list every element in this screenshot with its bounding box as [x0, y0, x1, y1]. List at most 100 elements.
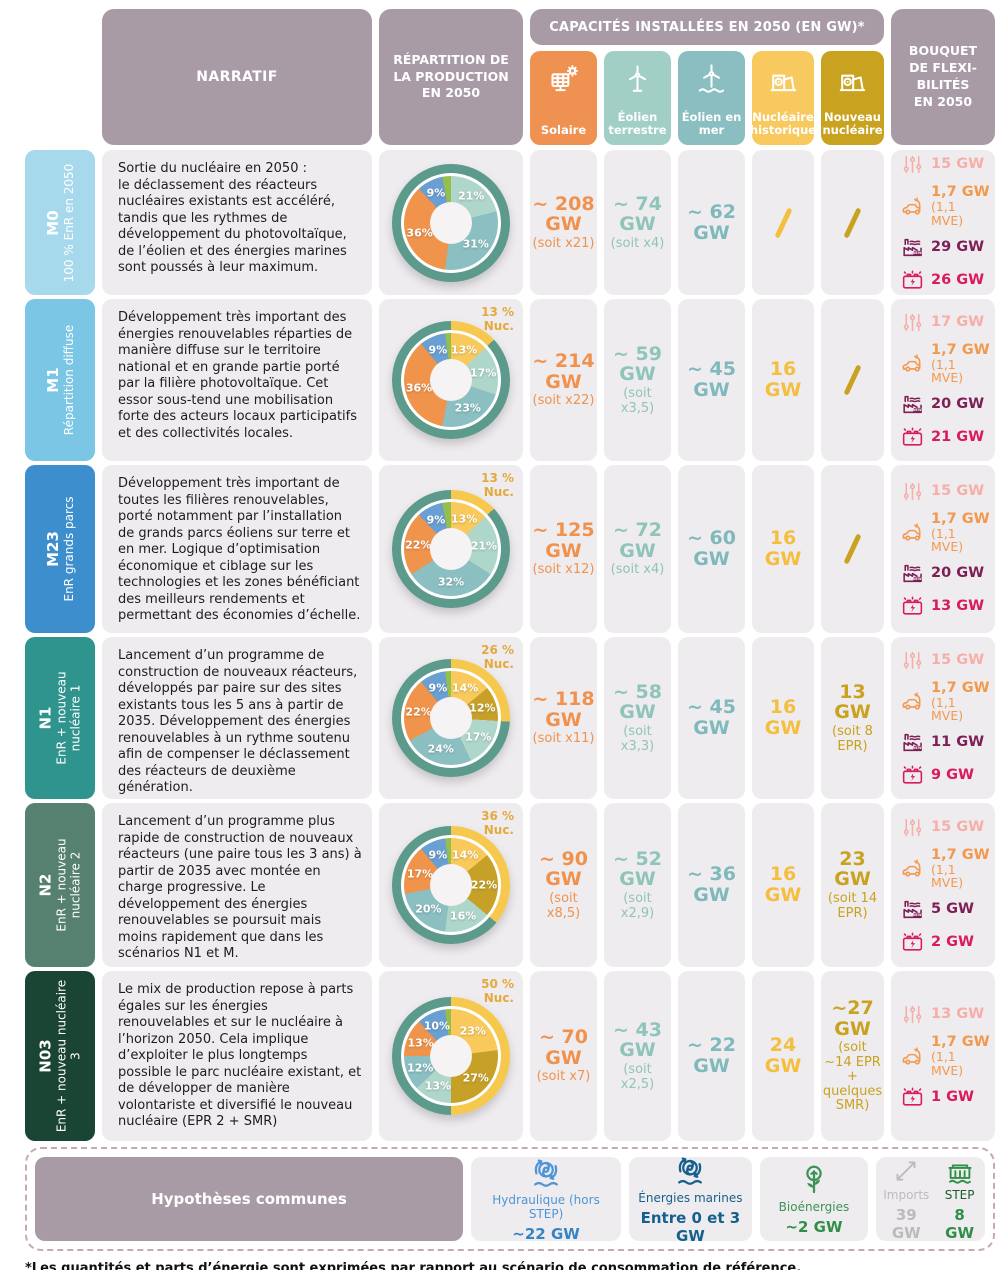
- bioenergy-plant-icon: [796, 1162, 832, 1198]
- scenario-label-M23: M23 EnR grands parcs: [25, 465, 95, 633]
- scenario-code: M0: [43, 209, 62, 236]
- donut-segment-label: 22%: [405, 538, 432, 552]
- donut-hole: [430, 1035, 472, 1077]
- electrolysis-factory-icon: NEW: [900, 730, 925, 755]
- donut-hole: [430, 201, 472, 244]
- capacity-value: 23 GW: [834, 847, 871, 891]
- capacity-cell-eolien-terrestre: ~ 43 GW (soit x2,5): [604, 971, 671, 1141]
- capacity-cell-eolien-en-mer: ~ 22 GW: [678, 971, 745, 1141]
- flexibility-cell: 15 GW 1,7 GW (1,1 MVE) NEW 20 GW 13 GW: [891, 465, 995, 633]
- capacity-cell-eolien-terrestre: ~ 72 GW (soit x4): [604, 465, 671, 633]
- donut-segment-label: 9%: [428, 848, 448, 862]
- capacity-cell-nucleaire-historique: 16 GW: [752, 803, 814, 967]
- flexibility-item: 1,7 GW (1,1 MVE): [900, 1034, 991, 1078]
- svg-text:NEW: NEW: [913, 913, 922, 917]
- hydro-turbine-icon: [528, 1155, 564, 1191]
- flexibility-value: 11 GW: [931, 734, 985, 751]
- capacity-cell-solaire: ~ 70 GW (soit x7): [530, 971, 597, 1141]
- flexibility-value: 29 GW: [931, 238, 985, 255]
- flexibility-item: 2 GW: [900, 930, 991, 955]
- flexibility-value: 20 GW: [931, 396, 985, 413]
- scenario-label-M0: M0 100 % EnR en 2050: [25, 150, 95, 295]
- flexibility-item: 1,7 GW (1,1 MVE): [900, 185, 991, 227]
- capacity-value: 16 GW: [764, 358, 802, 401]
- donut-segment-label: 16%: [449, 909, 477, 923]
- scenario-row-M23: M23 EnR grands parcs Développement très …: [25, 465, 995, 633]
- flexibility-value: 1,7 GW (1,1 MVE): [931, 1034, 990, 1078]
- flexibility-item: 1 GW: [900, 1085, 991, 1110]
- scenario-label-N2: N2 EnR + nouveau nucléaire 2: [25, 803, 95, 967]
- production-donut-cell: 13 % Nuc. 13% 21% 32% 22% 9%: [379, 465, 523, 633]
- common-card-step: STEP 8 GW: [940, 1156, 979, 1242]
- donut-segment-label: 13%: [407, 1036, 434, 1050]
- offshore-wind-turbine-icon: [695, 64, 728, 97]
- capacity-value: ~ 72 GW: [613, 519, 662, 562]
- scenario-code: M23: [43, 531, 62, 567]
- nuclear-share-label: 50 % Nuc.: [481, 977, 514, 1005]
- demand-response-sliders-icon: [900, 1002, 925, 1027]
- common-card-label: STEP: [944, 1188, 975, 1203]
- common-card-value: Entre 0 et 3 GW: [640, 1208, 741, 1245]
- donut-segments: 23% 27% 13% 12% 13% 10%: [404, 1009, 498, 1103]
- footnote: *Les quantités et parts d’énergie sont e…: [25, 1261, 802, 1270]
- svg-text:NEW: NEW: [913, 746, 922, 750]
- capacity-value: 13 GW: [834, 680, 871, 724]
- donut-segment-label: 17%: [470, 366, 497, 380]
- donut-segments: 13% 17% 23% 36% 9%: [404, 333, 498, 427]
- production-donut-cell: 13 % Nuc. 13% 17% 23% 36% 9%: [379, 299, 523, 461]
- capacity-value: ~ 45 GW: [687, 696, 736, 739]
- demand-response-sliders-icon: [900, 310, 925, 335]
- capacity-value: ~ 45 GW: [687, 358, 736, 401]
- flexibility-value: 5 GW: [931, 901, 975, 918]
- tech-column-nouveau-nucleaire: Nouveau nucléaire: [821, 51, 884, 145]
- demand-response-sliders-icon: [900, 479, 925, 504]
- capacity-note: (soit x2,5): [620, 1061, 655, 1092]
- nuclear-share-label: 13 % Nuc.: [481, 305, 514, 333]
- flexibility-item: 9 GW: [900, 763, 991, 788]
- capacity-value: ~ 90 GW: [539, 847, 588, 891]
- flexibility-item: 26 GW: [900, 268, 991, 293]
- flexibility-item: NEW 11 GW: [900, 730, 991, 755]
- flexibility-value: 1,7 GW (1,1 MVE): [931, 846, 990, 891]
- flexibility-cell: 13 GW 1,7 GW (1,1 MVE) 1 GW: [891, 971, 995, 1141]
- capacity-value: ~ 58 GW: [613, 680, 662, 724]
- demand-response-sliders-icon: [900, 815, 925, 840]
- flexibility-item: 15 GW: [900, 152, 991, 177]
- capacity-cell-solaire: ~ 125 GW (soit x12): [530, 465, 597, 633]
- donut-segment-label: 14%: [451, 848, 479, 862]
- nuclear-plant-icon: [836, 64, 869, 97]
- capacity-note: (soit x7): [536, 1069, 591, 1085]
- battery-icon: [900, 930, 925, 955]
- flexibility-cell: 15 GW 1,7 GW (1,1 MVE) NEW 29 GW 26 GW: [891, 150, 995, 295]
- capacity-value: 16 GW: [764, 863, 802, 906]
- tech-columns: Solaire Éolien terrestre Éolien en mer N…: [530, 51, 884, 145]
- capacity-value: ~ 22 GW: [687, 1034, 736, 1077]
- narrative-cell: Lancement d’un programme plus rapide de …: [102, 803, 372, 967]
- donut-segment-label: 9%: [428, 681, 448, 695]
- flexibility-value: 13 GW: [931, 1006, 985, 1023]
- common-hypotheses-section: Hypothèses communes Hydraulique (hors ST…: [25, 1147, 995, 1251]
- flexibility-item: 1,7 GW (1,1 MVE): [900, 846, 991, 891]
- donut-segment-label: 21%: [458, 189, 485, 203]
- common-card-bioenergies: Bioénergies ~2 GW: [759, 1157, 869, 1241]
- not-applicable-slash: [773, 206, 793, 239]
- capacity-cell-nucleaire-historique: 24 GW: [752, 971, 814, 1141]
- flexibility-value: 13 GW: [931, 598, 985, 615]
- capacity-cell-solaire: ~ 214 GW (soit x22): [530, 299, 597, 461]
- flexibility-item: 13 GW: [900, 594, 991, 619]
- flexibility-item: 1,7 GW (1,1 MVE): [900, 680, 991, 722]
- flexibility-item: NEW 20 GW: [900, 561, 991, 586]
- tech-column-nucleaire-historique: Nucléaire historique: [750, 51, 816, 145]
- tech-column-eolien-terrestre: Éolien terrestre: [604, 51, 671, 145]
- donut-segment-label: 23%: [454, 401, 481, 415]
- capacity-value: ~ 36 GW: [687, 863, 736, 906]
- scenario-subtitle: EnR + nouveau nucléaire 1: [54, 671, 83, 765]
- capacity-cell-nouveau-nucleaire: [821, 465, 884, 633]
- production-donut-chart: 14% 12% 17% 24% 22% 9%: [392, 659, 510, 777]
- flexibility-value: 15 GW: [931, 651, 985, 668]
- scenario-code: M1: [43, 367, 62, 393]
- flexibility-item: 15 GW: [900, 479, 991, 504]
- scenario-label-N1: N1 EnR + nouveau nucléaire 1: [25, 637, 95, 799]
- donut-segment-label: 10%: [423, 1019, 451, 1033]
